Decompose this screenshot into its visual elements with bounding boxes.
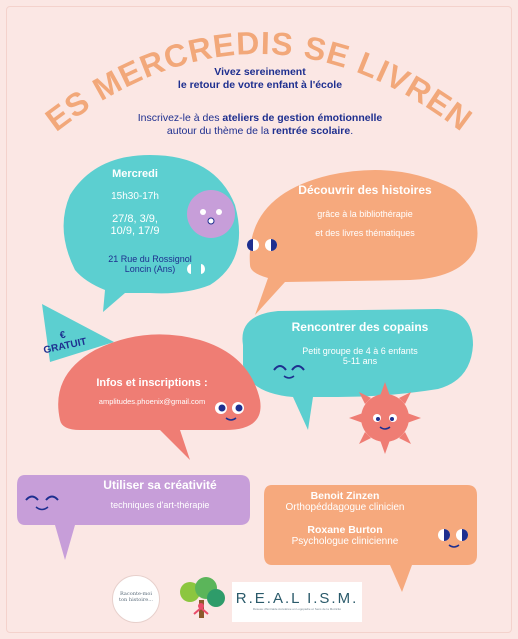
intro-line-4-end: .: [350, 125, 354, 137]
creativity-text: Utiliser sa créativité techniques d'art-…: [75, 478, 245, 510]
stories-line-2: et des livres thématiques: [315, 228, 415, 238]
schedule-dates-1: 27/8, 3/9,: [112, 213, 158, 225]
intro-line-1: Vivez sereinement: [214, 66, 306, 78]
smiley-face-icon: [247, 239, 277, 251]
intro-line-3: Inscrivez-le à des ateliers de gestion é…: [90, 112, 430, 125]
logo-tree-icon: [180, 577, 225, 618]
friends-bubble: [242, 309, 473, 430]
logo-realism-sub: Réseau d'Entraide Accélérée en Logopédie…: [252, 607, 342, 611]
info-text: Infos et inscriptions : amplitudes.phoen…: [62, 377, 242, 406]
info-heading: Infos et inscriptions :: [96, 377, 208, 389]
creativity-line-1: techniques d'art-thérapie: [110, 500, 210, 510]
stories-bubble: [249, 170, 478, 315]
schedule-address: 21 Rue du Rossignol Loncin (Ans): [95, 254, 205, 274]
team-name-1: Benoit Zinzen: [310, 490, 380, 502]
free-badge: [42, 304, 114, 362]
creativity-heading: Utiliser sa créativité: [103, 478, 217, 492]
intro-line-3-text: Inscrivez-le à des: [137, 112, 220, 124]
friends-line-1: Petit groupe de 4 à 6 enfants: [302, 346, 418, 356]
stories-text: Découvrir des histoires grâce à la bibli…: [265, 183, 465, 238]
team-bubble: [264, 485, 477, 592]
teal-eyes-icon: [187, 264, 205, 274]
info-email[interactable]: amplitudes.phoenix@gmail.com: [98, 397, 206, 406]
info-bubble: [58, 334, 261, 460]
schedule-time: 15h30-17h: [111, 191, 159, 202]
surprised-face-icon: [187, 190, 235, 238]
address-street: 21 Rue du Rossignol: [108, 254, 192, 264]
creativity-bubble: [17, 475, 250, 560]
intro-line-4-text: autour du thème de la: [166, 125, 270, 137]
friends-line-2: 5-11 ans: [342, 356, 378, 366]
schedule-bubble: [63, 155, 240, 312]
friends-text: Rencontrer des copains Petit groupe de 4…: [265, 320, 455, 366]
team-face-icon: [438, 529, 468, 548]
team-name-2: Roxane Burton: [307, 524, 383, 536]
friends-smiley-icon: [273, 365, 305, 379]
logo-realism: R.E.A.L I.S.M. Réseau d'Entraide Accélér…: [232, 582, 362, 622]
intro-block-2: Inscrivez-le à des ateliers de gestion é…: [90, 112, 430, 138]
address-city: Loncin (Ans): [124, 264, 176, 274]
creativity-face-icon: [25, 495, 59, 511]
sun-face-icon: [349, 382, 421, 454]
team-text: Benoit Zinzen Orthopéddagogue clinicien …: [265, 490, 425, 547]
team-role-2: Psychologue clinicienne: [291, 536, 399, 547]
logo-realism-text: R.E.A.L I.S.M.: [235, 590, 359, 607]
schedule-dates-2: 10/9, 17/9: [110, 225, 160, 237]
logo-raconte-text: Raconte-moi ton histoire...: [119, 591, 153, 603]
intro-line-3-bold: ateliers de gestion émotionnelle: [222, 112, 383, 124]
intro-block: Vivez sereinement le retour de votre enf…: [110, 66, 410, 92]
logo-raconte: Raconte-moi ton histoire...: [112, 575, 160, 623]
friends-heading: Rencontrer des copains: [291, 320, 429, 334]
stories-heading: Découvrir des histoires: [298, 183, 432, 197]
intro-line-4-bold: rentrée scolaire: [271, 125, 351, 137]
info-face-icon: [215, 402, 244, 421]
schedule-text: Mercredi 15h30-17h 27/8, 3/9, 10/9, 17/9: [80, 168, 190, 237]
intro-line-4: autour du thème de la rentrée scolaire.: [90, 125, 430, 138]
poster-title: LES MERCREDIS SE LIVRENT: [0, 0, 478, 138]
schedule-day: Mercredi: [112, 168, 158, 180]
stories-line-1: grâce à la bibliothérapie: [317, 209, 413, 219]
intro-line-2: le retour de votre enfant à l'école: [177, 79, 343, 91]
team-role-1: Orthopéddagogue clinicien: [285, 502, 405, 513]
